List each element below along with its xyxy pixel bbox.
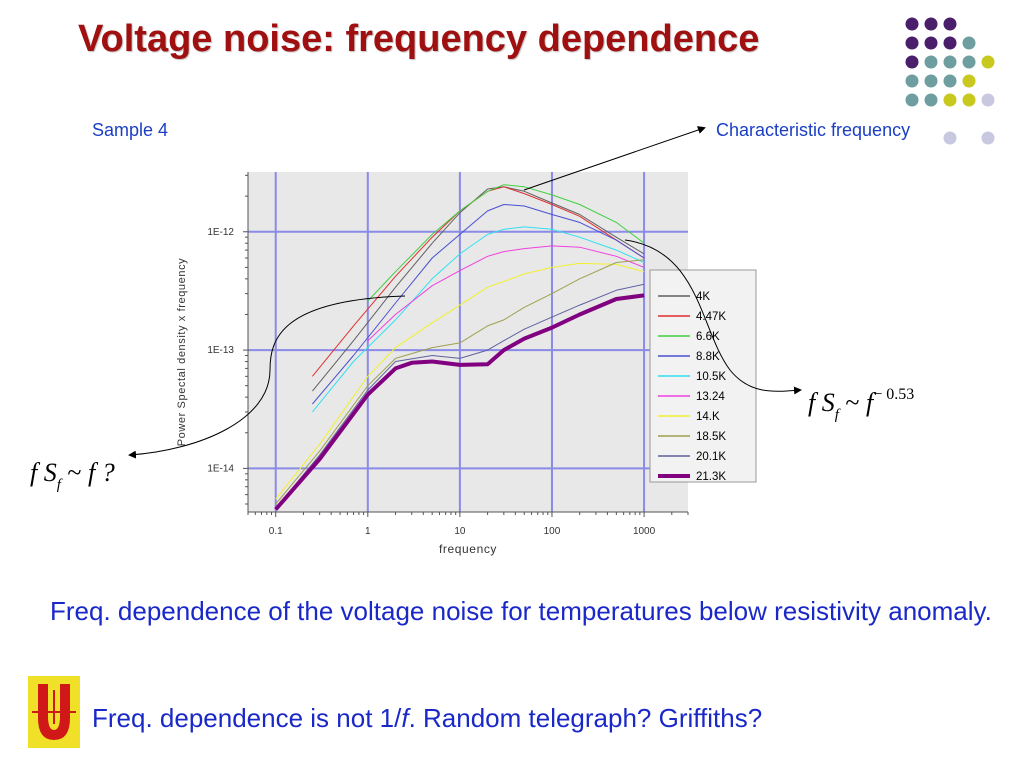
chart-legend: 4K 4.47K 6.6K 8.8K 10.5K 13.24 14.K 18.5K 20.1K 2… <box>649 269 757 483</box>
formula-left: f Sf ~ f ? <box>30 458 115 493</box>
legend-label: 10.5K <box>696 371 726 383</box>
formula-right-tilde: ~ <box>845 388 860 417</box>
series-line-6-6k <box>367 184 645 302</box>
decor-dot <box>962 74 976 88</box>
x-axis-label: frequency <box>439 542 497 556</box>
decor-dot <box>962 55 976 69</box>
chart-grid <box>248 172 688 512</box>
decor-dot <box>905 55 919 69</box>
decor-dot <box>924 17 938 31</box>
characteristic-frequency-label: Characteristic frequency <box>716 120 911 140</box>
sample-label: Sample 4 <box>92 120 169 140</box>
decor-dot <box>905 93 919 107</box>
decor-dot <box>924 55 938 69</box>
series-line-4-47k <box>312 186 645 377</box>
decor-dot <box>981 131 995 145</box>
formula-left-sub: f <box>56 477 61 493</box>
paragraph-2-f: f <box>401 703 409 733</box>
decor-dot <box>924 36 938 50</box>
x-tick-label: 0.1 <box>269 526 283 537</box>
legend-label: 4.47K <box>696 311 726 323</box>
formula-right-f: f <box>808 388 816 417</box>
series-line-14-k <box>275 262 645 500</box>
decor-dot <box>943 55 957 69</box>
legend-label: 13.24 <box>696 391 725 403</box>
legend-label: 21.3K <box>696 471 726 483</box>
formula-right-S: S <box>821 388 835 417</box>
formula-left-rhs: f <box>87 458 96 487</box>
chart-series <box>274 184 645 511</box>
formula-left-question: ? <box>101 458 115 487</box>
characteristic-frequency-arrow <box>523 126 706 191</box>
decor-dot <box>943 17 957 31</box>
formula-left-S: S <box>43 458 57 487</box>
low-freq-arrow <box>128 295 406 459</box>
legend-label: 14.K <box>696 411 720 423</box>
paragraph-1: Freq. dependence of the voltage noise fo… <box>50 596 992 626</box>
high-freq-arrow <box>624 239 802 395</box>
decor-dot <box>943 93 957 107</box>
decor-dot <box>962 36 976 50</box>
paragraph-2-pre: Freq. dependence is not 1/ <box>92 703 402 733</box>
decor-dot <box>981 93 995 107</box>
y-tick-label: 1E-12 <box>207 227 234 238</box>
decor-dot <box>905 74 919 88</box>
paragraph-2-post: . Random telegraph? Griffiths? <box>408 703 763 733</box>
y-tick-label: 1E-13 <box>207 345 234 356</box>
decor-dot <box>924 74 938 88</box>
legend-label: 4K <box>696 291 710 303</box>
legend-label: 8.8K <box>696 351 720 363</box>
formula-left-f: f <box>30 458 38 487</box>
series-line-13-24 <box>367 245 645 342</box>
chart-annotations <box>128 126 802 459</box>
x-tick-label: 10 <box>454 526 466 537</box>
series-line-18-5k <box>275 259 645 505</box>
paragraph-2: Freq. dependence is not 1/f. Random tele… <box>92 702 762 734</box>
university-logo <box>28 676 80 748</box>
slide-title: Voltage noise: frequency dependence <box>78 18 760 60</box>
decor-dot <box>943 74 957 88</box>
y-axis-label: Power Spectal density x frequency <box>176 258 188 447</box>
legend-label: 6.6K <box>696 331 720 343</box>
decor-dot <box>905 36 919 50</box>
y-tick-label: 1E-14 <box>207 463 234 474</box>
x-tick-label: 100 <box>544 526 561 537</box>
decor-dot <box>905 17 919 31</box>
formula-right-exponent: − 0.53 <box>873 386 915 403</box>
decor-dot <box>924 93 938 107</box>
series-line-10-5k <box>312 226 645 413</box>
legend-label: 20.1K <box>696 451 726 463</box>
series-line-20-1k <box>275 283 645 509</box>
decor-dot <box>981 55 995 69</box>
decor-dot <box>943 36 957 50</box>
legend-label: 18.5K <box>696 431 726 443</box>
noise-chart: 0.1 1 10 100 1000 1E-14 1E-13 1E-12 frequency Pow… <box>128 126 802 556</box>
plot-background <box>248 172 688 512</box>
logo-icon <box>28 676 80 748</box>
series-line-8-8k <box>312 204 645 405</box>
formula-left-tilde: ~ <box>67 458 82 487</box>
formula-right-rhs: f <box>865 388 874 417</box>
x-tick-label: 1 <box>365 526 371 537</box>
chart-axes: 0.1 1 10 100 1000 1E-14 1E-13 1E-12 frequency Pow… <box>176 172 689 556</box>
decor-dot <box>962 93 976 107</box>
series-line-21-3k <box>274 293 645 511</box>
x-tick-label: 1000 <box>633 526 656 537</box>
decorative-dots <box>900 14 1010 169</box>
formula-right: f Sf ~ f− 0.53 <box>808 386 915 423</box>
formula-right-sub: f <box>834 407 839 423</box>
decor-dot <box>943 131 957 145</box>
dots-pattern-icon <box>905 17 995 145</box>
